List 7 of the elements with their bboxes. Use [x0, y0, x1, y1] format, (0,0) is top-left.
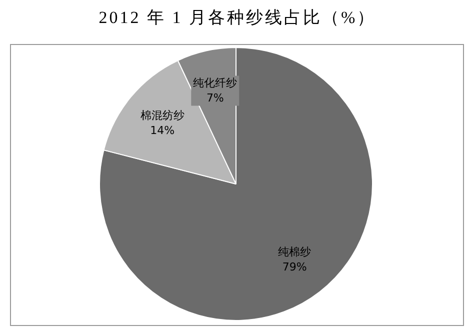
data-label: 7% — [206, 92, 224, 105]
data-label: 79% — [282, 260, 307, 274]
data-label: 14% — [150, 124, 175, 137]
slice-label: 纯化纤纱 — [193, 76, 238, 90]
slice-label: 纯棉纱 — [278, 245, 312, 258]
slice-label: 棉混纺纱 — [140, 108, 184, 122]
chart-title: 2012 年 1 月各种纱线占比（%） — [98, 7, 378, 29]
